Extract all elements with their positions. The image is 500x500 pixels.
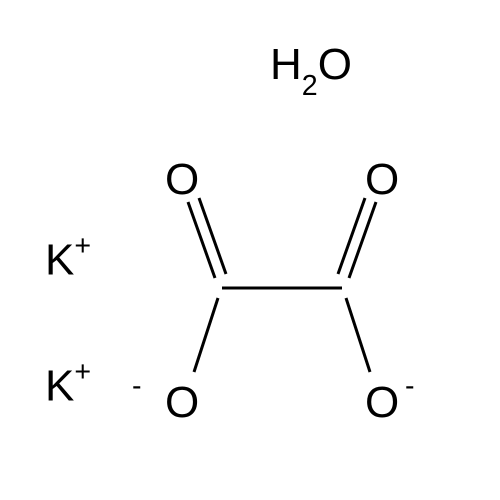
water-o: O — [318, 40, 352, 89]
bond-double-tr-2 — [338, 198, 365, 274]
water-label: H2O — [270, 40, 352, 97]
bond-double-tl-1 — [188, 202, 215, 278]
k1-symbol: K — [45, 236, 74, 285]
potassium-1: K+ — [45, 234, 91, 286]
oxygen-bottom-left: O — [165, 378, 199, 428]
bond-double-tr-1 — [349, 202, 376, 278]
bond-single-br — [346, 298, 370, 372]
bond-double-tl-2 — [199, 198, 226, 274]
k2-plus: + — [74, 356, 91, 388]
bond-single-bl — [194, 298, 218, 372]
k2-symbol: K — [45, 362, 74, 411]
water-sub2: 2 — [302, 70, 318, 102]
water-h: H — [270, 40, 302, 89]
minus-right: - — [405, 376, 415, 428]
oxygen-bottom-right: O — [365, 378, 399, 428]
minus-left-sup: - — [132, 370, 142, 402]
potassium-2: K+ — [45, 360, 91, 412]
k1-plus: + — [74, 230, 91, 262]
minus-left: - — [132, 376, 142, 428]
oxygen-top-left: O — [165, 155, 199, 205]
oxygen-top-right: O — [365, 155, 399, 205]
minus-right-sup: - — [405, 370, 415, 402]
